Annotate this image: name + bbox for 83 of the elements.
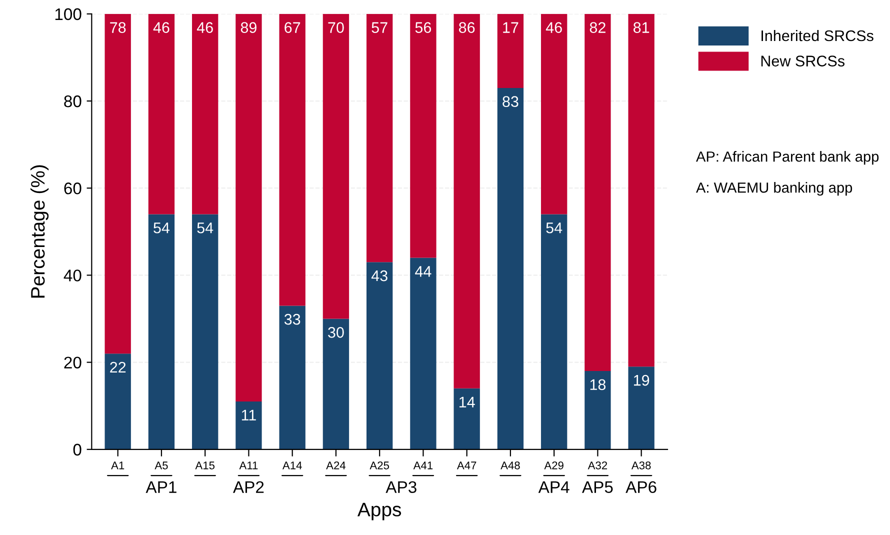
- data-label: 54: [197, 222, 214, 234]
- data-label: 83: [502, 96, 518, 108]
- bar: [279, 306, 306, 450]
- bar: [628, 14, 654, 367]
- y-tick-label: 100: [55, 8, 82, 20]
- data-label: 54: [546, 222, 562, 234]
- data-label: 82: [590, 22, 606, 33]
- y-tick-label: 80: [64, 95, 82, 108]
- data-label: 43: [371, 270, 388, 282]
- y-tick-label: 0: [73, 444, 82, 456]
- bar: [497, 14, 524, 88]
- data-label: 46: [196, 22, 213, 33]
- bar: [540, 214, 568, 450]
- bar: [454, 14, 480, 388]
- bar: [540, 14, 568, 214]
- bar: [192, 14, 218, 214]
- x-tick-label: A5: [154, 462, 168, 470]
- x-tick-label: A1: [111, 462, 124, 470]
- text: AP3: [386, 481, 416, 493]
- data-label: 89: [240, 22, 256, 33]
- data-label: 22: [110, 362, 126, 373]
- x-tick-label: A48: [500, 462, 520, 470]
- x-tick-label: A14: [282, 462, 302, 470]
- data-label: 19: [634, 374, 650, 386]
- data-label: 86: [459, 22, 475, 33]
- x-tick-label: A38: [631, 462, 651, 470]
- x-tick-label: A32: [588, 462, 608, 470]
- data-label: 78: [110, 22, 126, 33]
- data-label: 67: [284, 22, 300, 33]
- text: AP4: [538, 481, 570, 493]
- bar: [628, 366, 654, 450]
- bar: [236, 14, 262, 402]
- text: AP6: [626, 481, 656, 493]
- x-tick-label: A15: [195, 462, 215, 470]
- bar: [104, 354, 131, 450]
- data-label: 70: [328, 22, 344, 33]
- x-tick-label: A24: [326, 462, 346, 470]
- y-axis-title: Percentage (%): [30, 165, 49, 298]
- data-label: 18: [590, 379, 606, 390]
- legend-label: Inherited SRCSs: [762, 30, 874, 42]
- bar: [584, 14, 611, 372]
- data-label: 11: [242, 410, 256, 420]
- x-tick-label: A41: [413, 462, 433, 470]
- bar: [584, 371, 611, 450]
- x-tick-label: A25: [370, 462, 390, 470]
- text: AP5: [582, 481, 613, 493]
- text: AP: African Parent bank app: [696, 151, 879, 165]
- bar: [279, 14, 306, 306]
- data-label: 56: [415, 22, 432, 33]
- bar: [236, 401, 262, 450]
- y-tick-label: 40: [64, 270, 82, 282]
- x-tick-label: A47: [456, 462, 476, 470]
- text: AP2: [232, 481, 264, 493]
- bar: [454, 388, 480, 450]
- data-label: 46: [546, 22, 562, 33]
- data-label: 44: [415, 266, 432, 277]
- bar: [148, 214, 175, 450]
- bar: [410, 14, 436, 258]
- y-tick-label: 60: [64, 182, 82, 194]
- x-axis-title: Apps: [357, 502, 402, 520]
- bar: [104, 14, 131, 354]
- bar: [366, 262, 393, 450]
- data-label: 57: [372, 22, 388, 33]
- data-label: 81: [633, 22, 650, 33]
- data-label: 14: [460, 396, 475, 408]
- x-tick-label: A29: [544, 462, 564, 470]
- data-label: 46: [153, 22, 170, 33]
- bar: [322, 318, 350, 450]
- legend-label: New SRCSs: [761, 56, 845, 66]
- text: A: WAEMU banking app: [696, 182, 852, 196]
- x-tick-label: A11: [239, 462, 258, 470]
- data-label: 30: [328, 326, 344, 338]
- bar: [192, 214, 218, 450]
- bar: [497, 88, 524, 450]
- y-tick-label: 20: [64, 356, 82, 369]
- data-label: 17: [503, 22, 518, 33]
- bar: [410, 258, 436, 450]
- data-label: 54: [154, 222, 170, 234]
- bar: [322, 14, 350, 319]
- bar: [366, 14, 393, 262]
- text: AP1: [146, 481, 176, 493]
- bar: [148, 14, 175, 214]
- data-label: 33: [284, 314, 300, 325]
